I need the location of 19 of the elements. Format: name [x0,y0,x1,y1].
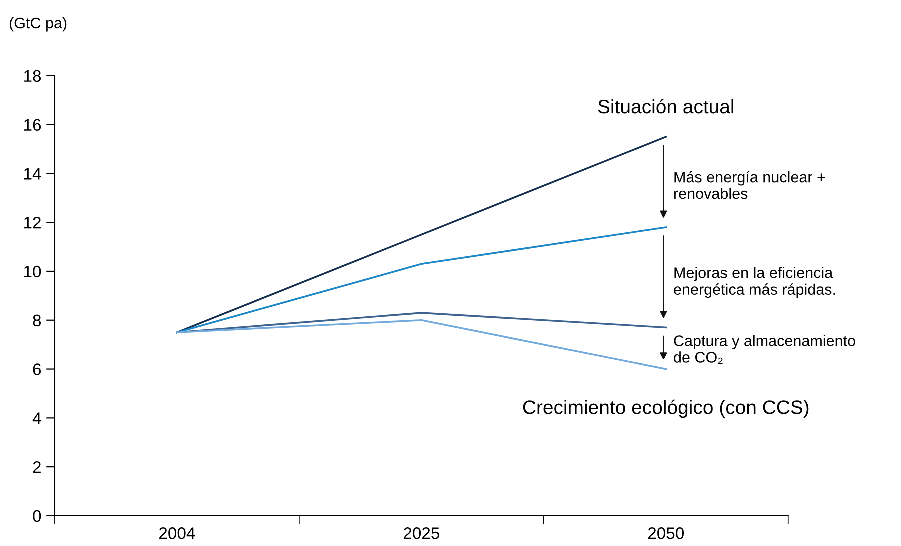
x-tick-label: 2004 [160,528,196,540]
y-tick-label: 4 [32,412,42,424]
annotation: Más energía nuclear + renovables [674,171,826,200]
y-tick-label: 2 [33,461,41,474]
series-label: Situación actual [598,99,734,114]
y-tick-label: 6 [33,364,42,376]
y-tick-label: 12 [24,216,41,229]
text: Crecimiento ecológico (con CCS) [523,400,809,418]
y-tick-label: 14 [24,168,42,180]
annotation: Mejoras en la eficiencia energética más rápidas. [674,267,836,298]
y-tick-label: 0 [33,510,42,522]
y-axis-title: (GtC pa) [10,17,67,32]
x-tick-label: 2025 [404,528,440,540]
y-tick-label: 16 [24,119,42,131]
y-tick-label: 18 [24,70,42,82]
x-tick-label: 2050 [648,528,684,540]
y-tick-label: 8 [33,314,42,327]
annotation: Captura y almacenamiento de CO₂ [674,335,856,364]
y-tick-label: 10 [24,266,42,278]
